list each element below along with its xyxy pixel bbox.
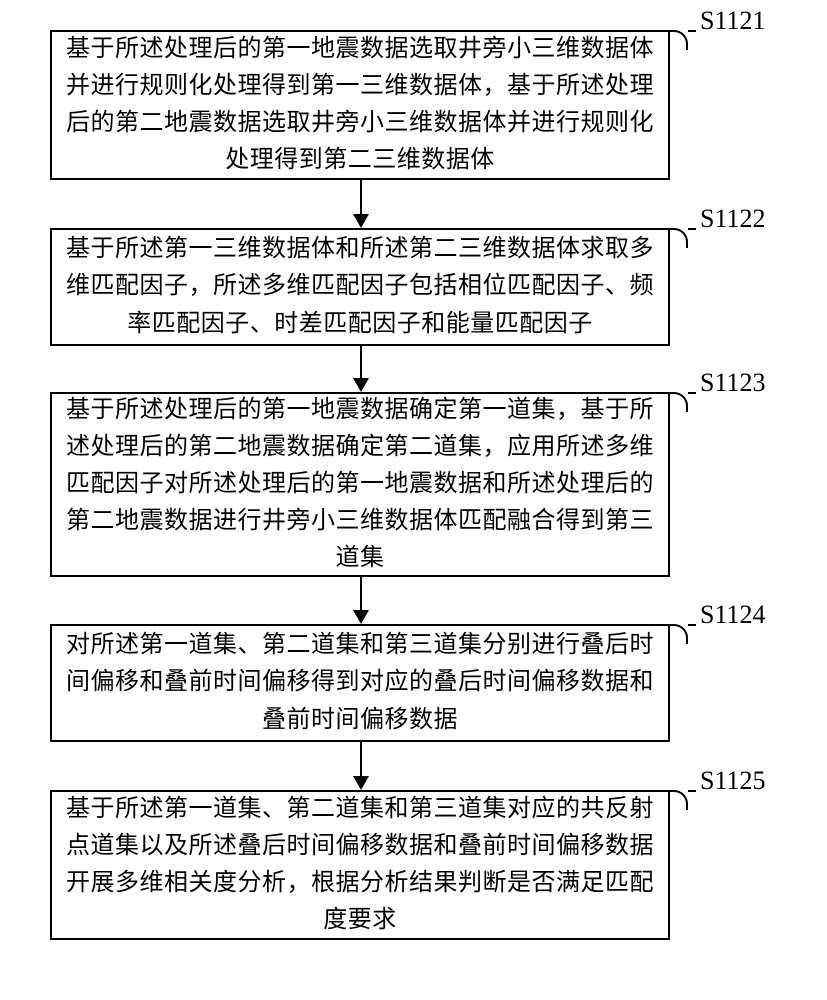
leader-curve: [668, 228, 688, 248]
arrow-line: [360, 346, 362, 380]
leader-line: [688, 790, 696, 792]
step-label-s1121: S1121: [700, 6, 766, 36]
leader-line: [688, 228, 696, 230]
step-box-s1124: 对所述第一道集、第二道集和第三道集分别进行叠后时间偏移和叠前时间偏移得到对应的叠…: [50, 624, 670, 742]
step-text: 基于所述处理后的第一地震数据选取井旁小三维数据体并进行规则化处理得到第一三维数据…: [66, 31, 654, 180]
arrow-head-icon: [353, 776, 369, 790]
leader-line: [688, 624, 696, 626]
flowchart-canvas: 基于所述处理后的第一地震数据选取井旁小三维数据体并进行规则化处理得到第一三维数据…: [0, 0, 827, 1000]
step-text: 基于所述第一道集、第二道集和第三道集对应的共反射点道集以及所述叠后时间偏移数据和…: [66, 791, 654, 940]
step-text: 基于所述第一三维数据体和所述第二三维数据体求取多维匹配因子，所述多维匹配因子包括…: [66, 231, 654, 343]
step-box-s1121: 基于所述处理后的第一地震数据选取井旁小三维数据体并进行规则化处理得到第一三维数据…: [50, 30, 670, 180]
step-label-s1122: S1122: [700, 204, 766, 234]
leader-line: [688, 392, 696, 394]
arrow-head-icon: [353, 214, 369, 228]
leader-curve: [668, 790, 688, 810]
step-box-s1125: 基于所述第一道集、第二道集和第三道集对应的共反射点道集以及所述叠后时间偏移数据和…: [50, 790, 670, 940]
leader-line: [688, 30, 696, 32]
arrow-line: [360, 577, 362, 612]
arrow-head-icon: [353, 378, 369, 392]
arrow-head-icon: [353, 610, 369, 624]
step-text: 对所述第一道集、第二道集和第三道集分别进行叠后时间偏移和叠前时间偏移得到对应的叠…: [66, 627, 654, 739]
step-box-s1123: 基于所述处理后的第一地震数据确定第一道集，基于所述处理后的第二地震数据确定第二道…: [50, 392, 670, 577]
step-box-s1122: 基于所述第一三维数据体和所述第二三维数据体求取多维匹配因子，所述多维匹配因子包括…: [50, 228, 670, 346]
arrow-line: [360, 742, 362, 778]
leader-curve: [668, 30, 688, 50]
step-label-s1124: S1124: [700, 600, 766, 630]
leader-curve: [668, 624, 688, 644]
step-text: 基于所述处理后的第一地震数据确定第一道集，基于所述处理后的第二地震数据确定第二道…: [66, 392, 654, 578]
step-label-s1125: S1125: [700, 766, 766, 796]
leader-curve: [668, 392, 688, 412]
step-label-s1123: S1123: [700, 368, 766, 398]
arrow-line: [360, 180, 362, 216]
